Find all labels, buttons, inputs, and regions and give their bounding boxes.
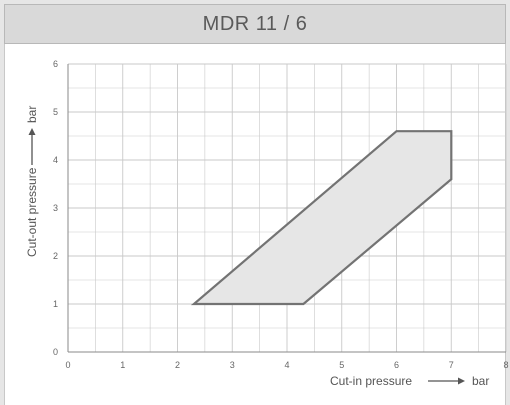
x-axis-unit: bar: [472, 374, 489, 388]
x-tick-label: 2: [175, 360, 180, 370]
y-tick-label: 5: [53, 107, 58, 117]
chart-panel: [4, 44, 506, 405]
operating-region: [190, 130, 453, 306]
x-tick-label: 6: [394, 360, 399, 370]
x-axis-label: Cut-in pressure: [330, 374, 412, 388]
y-axis-title: Cut-out pressure bar: [25, 106, 39, 257]
y-tick-label: 0: [53, 347, 58, 357]
x-axis-arrowhead-icon: [458, 377, 465, 385]
y-tick-label: 4: [53, 155, 58, 165]
x-tick-label: 0: [65, 360, 70, 370]
y-axis-arrowhead-icon: [28, 128, 36, 135]
x-tick-label: 7: [449, 360, 454, 370]
x-tick-label: 4: [284, 360, 289, 370]
chart-header: MDR 11 / 6: [4, 4, 506, 44]
x-tick-label: 1: [120, 360, 125, 370]
y-axis-unit: bar: [25, 106, 39, 123]
chart-title: MDR 11 / 6: [202, 12, 308, 35]
grid: [67, 63, 507, 353]
x-tick-label: 5: [339, 360, 344, 370]
y-axis-label: Cut-out pressure: [25, 167, 39, 257]
y-tick-label: 1: [53, 299, 58, 309]
y-tick-label: 3: [53, 203, 58, 213]
y-tick-label: 2: [53, 251, 58, 261]
operating-region-layer: [190, 130, 453, 306]
x-tick-label: 8: [503, 360, 508, 370]
x-tick-label: 3: [230, 360, 235, 370]
x-axis-title: Cut-in pressure bar: [330, 374, 489, 388]
y-tick-label: 6: [53, 59, 58, 69]
tick-labels: 0 1 2 3 4 5 6 7 8 0 1 2 3 4 5 6: [53, 59, 509, 370]
